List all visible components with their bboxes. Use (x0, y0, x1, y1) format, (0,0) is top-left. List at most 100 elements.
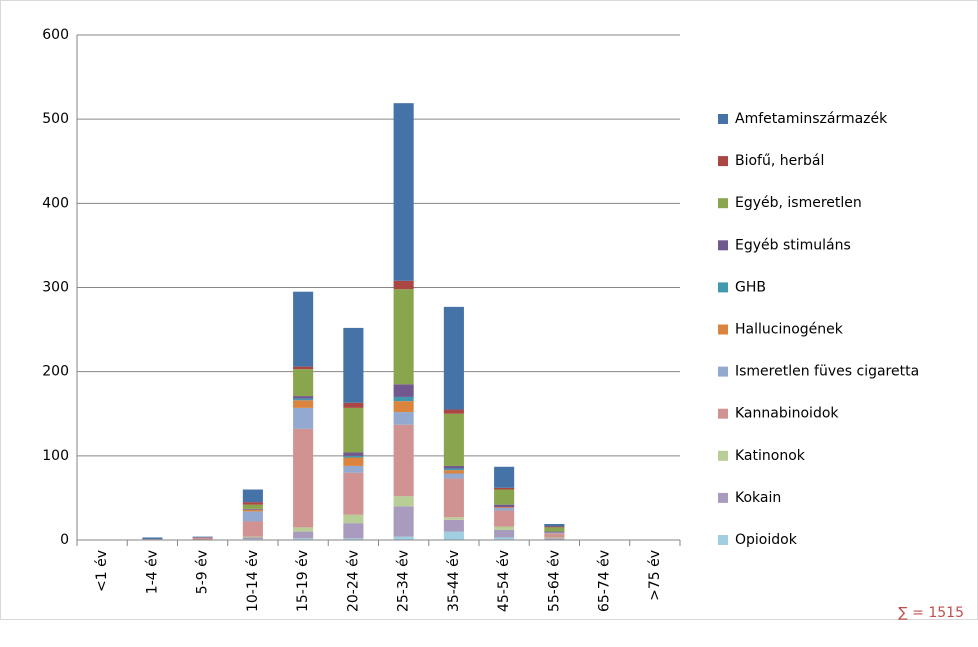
bar-segment (494, 508, 515, 511)
bar-segment (544, 524, 565, 527)
bar-segment (142, 537, 163, 540)
bar-segment (443, 473, 464, 479)
bar-segment (242, 489, 263, 503)
bar-segment (494, 537, 515, 540)
bar-segment (443, 306, 464, 410)
bar-segment (343, 327, 364, 403)
bar-segment (293, 291, 314, 367)
bar-segment (293, 538, 314, 540)
legend-label: Egyéb stimuláns (735, 237, 851, 253)
x-tick-label: 20-24 év (345, 550, 361, 612)
bar-segment (242, 508, 263, 510)
legend-label: Egyéb, ismeretlen (735, 195, 862, 211)
x-tick-label: 65-74 év (597, 550, 613, 612)
legend-swatch (718, 198, 728, 209)
bar-segment (343, 538, 364, 540)
bar-segment (393, 103, 414, 281)
legend-swatch (718, 492, 728, 503)
legend-label: Amfetaminszármazék (735, 111, 888, 127)
bar-segment (343, 465, 364, 473)
bar-segment (293, 407, 314, 429)
bar-segment (544, 538, 565, 540)
legend-swatch (718, 240, 728, 251)
y-tick-label: 600 (42, 27, 69, 43)
bar-segment (443, 478, 464, 518)
x-tick-label: 55-64 év (546, 550, 562, 612)
bar-segment (443, 413, 464, 466)
bar-segment (242, 504, 263, 509)
bar-segment (544, 532, 565, 534)
y-tick-label: 500 (42, 111, 69, 127)
bar-segment (293, 531, 314, 539)
legend-label: Hallucinogének (735, 322, 844, 338)
x-tick-label: 10-14 év (245, 550, 261, 612)
bar-segment (544, 533, 565, 538)
bar-segment (494, 529, 515, 538)
bar-segment (494, 466, 515, 488)
bar-segment (393, 289, 414, 385)
bar-segment (293, 366, 314, 370)
bar-segment (393, 424, 414, 497)
bar-segment (293, 396, 314, 399)
bar-segment (443, 531, 464, 540)
bar-segment (242, 537, 263, 540)
legend-swatch (718, 408, 728, 419)
legend-label: Kokain (735, 490, 781, 506)
legend-label: Kannabinoidok (735, 406, 839, 422)
bar-segment (494, 526, 515, 530)
x-tick-label: 1-4 év (144, 550, 160, 594)
legend-swatch (718, 366, 728, 377)
legend-swatch (718, 535, 728, 545)
x-tick-label: 45-54 év (496, 550, 512, 612)
bar-segment (393, 506, 414, 537)
bar-segment (393, 384, 414, 397)
legend-label: Katinonok (735, 448, 806, 464)
y-tick-label: 200 (42, 364, 69, 380)
x-tick-label: 15-19 év (295, 550, 311, 612)
sum-label: ∑ = 1515 (898, 605, 964, 621)
x-tick-label: >75 év (647, 550, 663, 601)
legend-label: Opioidok (735, 532, 798, 548)
bar-segment (343, 472, 364, 515)
bar-segment (494, 507, 515, 509)
y-tick-label: 300 (42, 280, 69, 296)
bar-segment (443, 465, 464, 469)
legend-swatch (718, 324, 728, 335)
bar-segment (544, 537, 565, 539)
legend-swatch (718, 156, 728, 167)
legend-swatch (718, 114, 728, 124)
bar-segment (242, 511, 263, 522)
bar-segment (393, 396, 414, 402)
bar-segment (443, 470, 464, 474)
bar-segment (293, 398, 314, 401)
legend-label: Ismeretlen füves cigaretta (735, 364, 919, 380)
legend-swatch (718, 450, 728, 461)
bar-segment (343, 457, 364, 466)
bar-segment (293, 428, 314, 528)
bar-segment (544, 531, 565, 533)
legend-label: GHB (735, 279, 766, 295)
bar-segment (293, 527, 314, 532)
bar-segment (343, 523, 364, 539)
bar-segment (343, 402, 364, 408)
x-tick-label: <1 év (94, 550, 110, 592)
x-tick-label: 25-34 év (396, 550, 412, 612)
bar-segment (192, 536, 213, 538)
bar-segment (242, 502, 263, 505)
bar-segment (443, 409, 464, 414)
legend-swatch (718, 282, 728, 293)
bar-segment (443, 519, 464, 532)
bar-segment (494, 504, 515, 508)
bar-segment (343, 407, 364, 453)
bar-segment (443, 517, 464, 520)
bar-segment (393, 280, 414, 290)
bar-segment (544, 526, 565, 528)
bar-segment (494, 510, 515, 527)
bar-segment (393, 412, 414, 425)
bar-segment (393, 496, 414, 507)
bar-segment (494, 489, 515, 505)
bar-segment (343, 514, 364, 524)
bar-segment (393, 536, 414, 540)
bar-segment (242, 521, 263, 537)
